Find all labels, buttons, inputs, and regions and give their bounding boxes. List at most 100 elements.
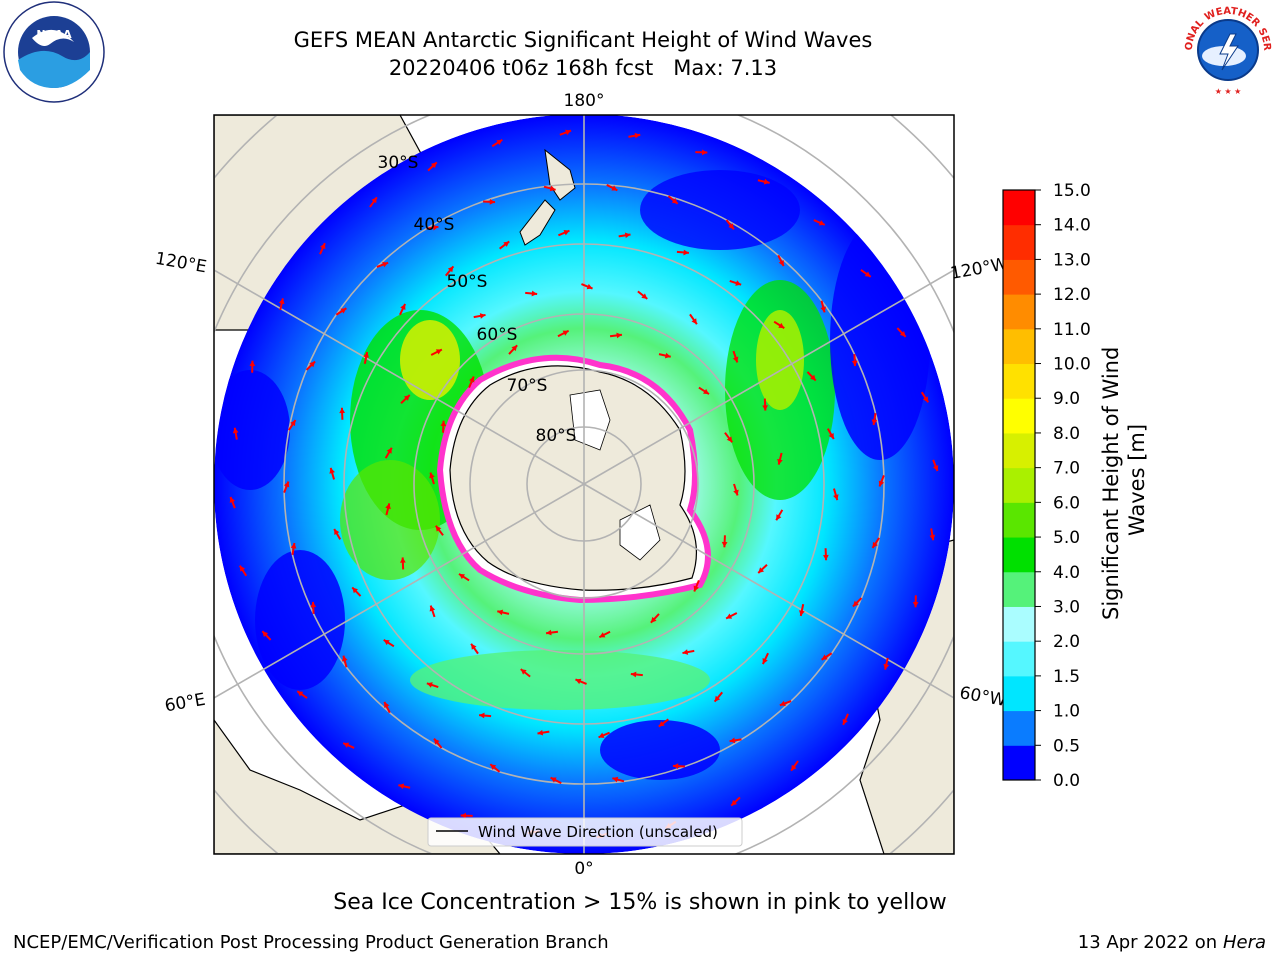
footer-date: 13 Apr 2022 on Hera [1078,932,1266,953]
wind-wave-arrow-head [429,605,436,612]
wind-wave-arrow-head [343,742,350,748]
wind-wave-arrow-head [611,185,618,191]
wind-wave-arrow-head [329,467,335,474]
colorbar: 0.0 0.5 1.0 1.5 2.0 3.0 4.0 5.0 6.0 7.0 8.0 9.0 10.0… [1002,181,1149,791]
wind-wave-arrow-head [899,330,906,337]
wind-wave-arrow-head [398,783,405,790]
wind-wave-arrow-head [728,223,734,230]
colorbar-tick-label: 8.0 [1053,424,1080,444]
wind-wave-arrow-head [729,737,736,744]
colorbar-tick-label: 1.5 [1053,667,1080,687]
wind-wave-arrow-head [763,178,770,185]
wind-wave-arrow-head [820,306,827,313]
wind-wave-arrow-head [471,643,477,650]
colorbar-tick-label: 1.0 [1053,702,1080,722]
wind-wave-arrow-head [871,419,878,426]
wind-wave-arrow-head [634,132,641,139]
wind-wave-arrows [229,129,939,839]
wind-wave-arrow-head [683,249,689,256]
chart-title: GEFS MEAN Antarctic Significant Height o… [293,28,873,52]
colorbar-tick-label: 13.0 [1053,250,1091,270]
wind-wave-arrow-head [672,763,679,770]
colorbar-segment [1003,432,1035,469]
wind-wave-arrow-head [537,729,544,736]
wind-wave-arrow-head [283,481,290,488]
lon-label-120e: 120°E [154,249,208,278]
colorbar-segment [1003,467,1035,503]
wind-wave-arrow-head [693,585,699,592]
wind-wave-arrow-head [341,655,348,662]
colorbar-segment [1003,745,1035,781]
wind-wave-arrow-head [565,129,572,136]
wind-wave-arrow-head [650,616,657,623]
wind-wave-arrow-head [229,496,236,503]
wind-wave-arrow-head [922,396,929,403]
wave-peak-patch-west [400,320,460,400]
wind-wave-arrow-head [400,303,406,310]
colorbar-tick-label: 11.0 [1053,320,1091,340]
wave-low-patch-s [600,720,720,780]
footer-date-text: 13 Apr 2022 on [1077,932,1223,953]
wind-wave-arrow-head [320,243,326,250]
colorbar-tick-label: 14.0 [1053,216,1091,236]
wind-wave-arrow-head [799,610,805,616]
colorbar-tick-label: 12.0 [1053,285,1091,305]
wind-wave-arrow-head [340,308,347,314]
lat-label-30s: 30°S [378,153,419,173]
colorbar-tick-label: 2.0 [1053,632,1080,652]
colorbar-segment [1003,328,1035,365]
colorbar-segment [1003,224,1035,260]
wind-wave-arrow-head [297,691,304,697]
legend: Wind Wave Direction (unscaled) [427,817,743,847]
wind-wave-arrow-head [562,330,569,336]
colorbar-tick-label: 10.0 [1053,355,1091,375]
lat-label-80s: 80°S [536,426,577,446]
ice-shelf-ross [569,389,611,451]
wind-wave-arrow-head [599,632,606,638]
wind-wave-arrow-head [691,318,697,325]
wind-wave-arrow-head [630,671,637,678]
lon-label-0: 0° [574,859,593,879]
colorbar-tick-label: 3.0 [1053,597,1080,617]
colorbar-segment [1003,190,1035,226]
wind-wave-arrow-head [511,345,518,352]
wave-low-patch-sw [255,550,345,690]
wind-wave-arrow-head [479,313,486,319]
noaa-logo-icon: NOAA [3,1,105,103]
wind-wave-arrow-head [726,436,733,443]
colorbar-tick-label: 6.0 [1053,493,1080,513]
wind-wave-arrow-head [575,678,582,685]
wind-wave-arrow-head [671,198,678,204]
wind-wave-arrow-head [777,458,783,465]
wind-wave-arrow-head [731,799,738,806]
wind-wave-arrow-head [383,639,390,646]
wind-wave-arrow-head [616,332,622,339]
colorbar-tick-label: 0.5 [1053,736,1080,756]
wind-wave-arrow-head [762,405,768,411]
wind-wave-arrow-head [776,514,782,521]
wind-wave-arrow-head [912,601,919,608]
wind-wave-arrow-head [701,149,708,156]
wind-wave-arrow-head [403,395,410,401]
wind-wave-arrow-head [818,220,825,226]
colorbar-tick-label: 0.0 [1053,771,1080,791]
wind-wave-arrow-head [714,695,721,702]
colorbar-segment [1003,571,1035,607]
wind-wave-arrow-head [384,701,390,708]
colorbar-segment [1003,710,1035,746]
colorbar-segment [1003,294,1035,330]
wind-wave-arrow-head [400,557,406,563]
wind-wave-arrow-head [735,280,742,286]
noaa-logo-text: NOAA [36,28,72,41]
sea-ice-note: Sea Ice Concentration > 15% is shown in … [333,890,947,915]
wind-wave-arrow-head [520,669,527,675]
wind-wave-arrow-head [641,293,648,299]
wind-wave-arrow-head [791,764,797,771]
chart-subtitle: 20220406 t06z 168h fcst Max: 7.13 [388,56,778,80]
wind-wave-arrow-head [459,573,465,580]
wind-wave-arrow-head [703,388,709,395]
lon-label-60e: 60°E [163,690,207,717]
wave-peak-patch-east [756,310,804,410]
wind-wave-arrow-head [339,407,346,414]
colorbar-tick-label: 4.0 [1053,563,1080,583]
